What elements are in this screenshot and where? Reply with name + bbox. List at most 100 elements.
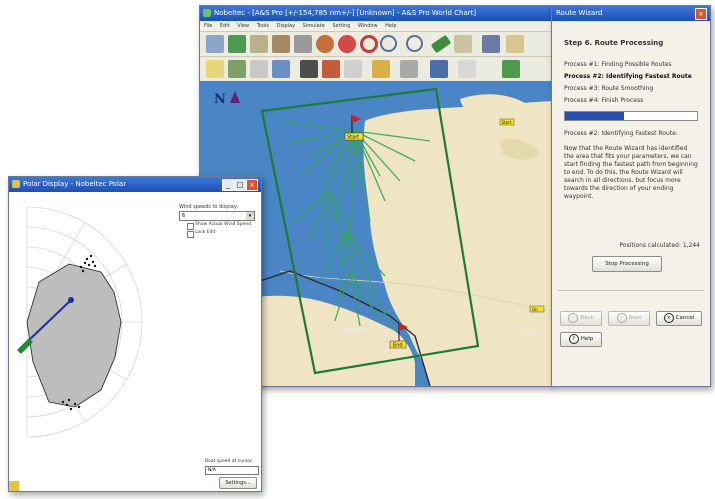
tide-tool-icon[interactable]: [400, 60, 418, 78]
end-label: End: [393, 343, 403, 349]
help-button[interactable]: ? Help: [560, 332, 602, 347]
show-actual-wind-label: Show Actual Wind Speed: [195, 222, 251, 227]
north-label: N: [214, 92, 226, 107]
chart-tool-icon[interactable]: [206, 35, 224, 53]
process-4-label: Process #4: Finish Process: [564, 97, 644, 104]
stop-processing-button[interactable]: Stop Processing: [592, 256, 662, 272]
wind-speed-select[interactable]: 6 ▾: [179, 211, 255, 221]
minimize-button[interactable]: _: [222, 179, 234, 191]
search-area-box: [260, 87, 480, 375]
book-tool-icon[interactable]: [344, 60, 362, 78]
route-line: [344, 230, 361, 302]
polar-close-button[interactable]: ×: [246, 179, 258, 191]
polar-point: [67, 398, 71, 402]
menu-view[interactable]: View: [237, 23, 250, 29]
polar-window-title: Polar Display - Nobeltec Polar: [23, 180, 127, 188]
menu-help[interactable]: Help: [385, 23, 397, 29]
start-waypoint-box[interactable]: [344, 132, 364, 141]
menu-simulate[interactable]: Simulate: [302, 23, 325, 29]
grid-tool-icon[interactable]: [482, 35, 500, 53]
polar-point: [85, 257, 89, 261]
menu-setting[interactable]: Setting: [332, 23, 351, 29]
back-button[interactable]: ‹ Back: [560, 311, 602, 326]
end-waypoint-box[interactable]: [389, 340, 407, 349]
lock-edit-checkbox[interactable]: [187, 231, 194, 238]
document-tool-icon[interactable]: [206, 60, 224, 78]
waypoint-label-box[interactable]: [499, 118, 515, 126]
route-line: [354, 130, 431, 142]
polar-point: [93, 264, 97, 268]
chevron-down-icon[interactable]: ▾: [246, 212, 254, 220]
waypoint-label: On: [532, 307, 538, 312]
help-question-icon: ?: [568, 333, 579, 344]
wind-vector-handle[interactable]: [68, 297, 74, 303]
route-wizard-titlebar[interactable]: Route Wizard ×: [552, 6, 710, 21]
lock-edit-label: Lock Edit: [195, 230, 216, 235]
polar-point: [91, 260, 95, 264]
maximize-button[interactable]: □: [234, 179, 246, 191]
settings-tool-icon[interactable]: [272, 60, 290, 78]
settings-button-label: Settings...: [225, 480, 251, 486]
move-tool-icon[interactable]: [294, 35, 312, 53]
route-line: [289, 130, 356, 144]
cancel-button-label: Cancel: [675, 315, 695, 321]
process-3-label: Process #3: Route Smoothing: [564, 85, 654, 92]
bar-chart-tool-icon[interactable]: [372, 60, 390, 78]
cross-tool-icon[interactable]: [454, 35, 472, 53]
globe-tool-icon[interactable]: [316, 35, 334, 53]
route-tool-icon[interactable]: [272, 35, 290, 53]
polar-chart[interactable]: [9, 192, 261, 491]
positions-value: 1,244: [682, 242, 700, 249]
main-window: Nobeltec - [A&S Pro [+/-154,785 nm+/-] […: [199, 5, 553, 387]
zoom-out-icon[interactable]: [380, 35, 397, 52]
route-line: [319, 230, 346, 282]
waypoint-label-box[interactable]: [529, 305, 545, 313]
resize-grip-icon[interactable]: [9, 481, 19, 491]
sailboat-tool-icon[interactable]: [430, 34, 452, 54]
boundary-line: [229, 270, 431, 386]
polar-titlebar[interactable]: Polar Display - Nobeltec Polar _ □ ×: [9, 177, 261, 192]
main-window-title: Nobeltec - [A&S Pro [+/-154,785 nm+/-] […: [214, 9, 477, 17]
layers-tool-icon[interactable]: [228, 60, 246, 78]
next-button[interactable]: › Next: [608, 311, 650, 326]
route-wizard-close-button[interactable]: ×: [695, 8, 707, 20]
cancel-x-icon: ×: [663, 312, 674, 323]
island-small: [500, 139, 540, 160]
polar-point: [65, 403, 69, 407]
no-entry-tool-icon[interactable]: [360, 35, 378, 53]
menu-file[interactable]: File: [204, 23, 213, 29]
route-line: [344, 230, 386, 277]
menu-tools[interactable]: Tools: [256, 23, 270, 29]
pencil-tool-icon[interactable]: [250, 35, 268, 53]
route-line: [329, 190, 361, 252]
next-button-label: Next: [628, 315, 642, 321]
heart-tool-icon[interactable]: [228, 35, 246, 53]
menu-window[interactable]: Window: [357, 23, 378, 29]
polar-point: [77, 405, 81, 409]
route-line: [354, 130, 386, 202]
polar-app-icon: [12, 180, 20, 188]
settings-button[interactable]: Settings...: [219, 477, 257, 489]
wind-speed-value: 6: [182, 213, 186, 219]
monitor-tool-icon[interactable]: [430, 60, 448, 78]
wind-vector: [26, 299, 72, 343]
warning-tool-icon[interactable]: [322, 60, 340, 78]
check-tool-icon[interactable]: [458, 60, 476, 78]
main-window-titlebar[interactable]: Nobeltec - [A&S Pro [+/-154,785 nm+/-] […: [200, 6, 552, 21]
hand-tool-icon[interactable]: [506, 35, 524, 53]
route-wizard-title: Route Wizard: [556, 9, 603, 17]
island: [460, 94, 530, 121]
cancel-button[interactable]: × Cancel: [656, 311, 702, 326]
menu-display[interactable]: Display: [276, 23, 296, 29]
print-tool-icon[interactable]: [250, 60, 268, 78]
lifering-tool-icon[interactable]: [338, 35, 356, 53]
speed-tool-icon[interactable]: [300, 60, 318, 78]
route-line: [349, 130, 356, 232]
route-line: [319, 130, 356, 202]
zoom-in-icon[interactable]: [406, 35, 423, 52]
menu-edit[interactable]: Edit: [219, 23, 230, 29]
show-actual-wind-checkbox[interactable]: [187, 223, 194, 230]
process-description: Now that the Route Wizard has identified…: [564, 145, 698, 200]
route-line: [344, 230, 376, 292]
exit-tool-icon[interactable]: [502, 60, 520, 78]
